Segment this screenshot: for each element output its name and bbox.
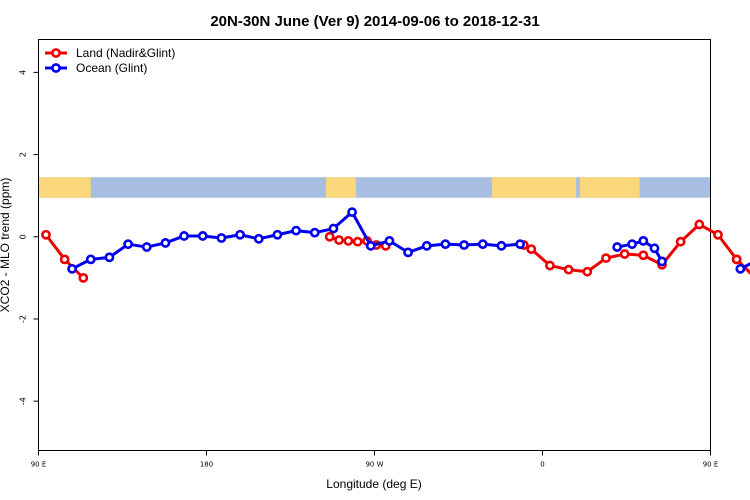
data-point [477,239,488,250]
data-point [365,240,376,251]
x-axis-label: Longitude (deg E) [326,477,421,491]
map-band [38,177,711,198]
legend-label: Ocean (Glint) [76,61,147,75]
chart-title: 20N-30N June (Ver 9) 2014-09-06 to 2018-… [210,13,539,30]
data-point [253,233,264,244]
map-land [492,177,577,198]
data-point [123,239,134,250]
data-point [496,240,507,251]
data-point [638,250,649,261]
x-tick-label: 90 W [365,461,383,469]
legend-label: Land (Nadir&Glint) [76,46,175,60]
data-point [657,256,667,267]
map-land [38,177,91,198]
data-point [291,225,301,236]
data-point [713,229,723,240]
data-point [216,233,227,243]
data-point [735,263,746,274]
legend-swatch-marker [51,63,61,73]
data-point [649,243,660,254]
data-point [160,238,171,248]
data-point [334,235,344,245]
data-point [272,229,283,240]
data-point [352,236,363,247]
data-point [731,254,742,265]
y-tick-label: 4 [19,70,28,75]
data-point [638,235,649,246]
data-point [328,223,339,234]
data-point [343,235,354,246]
data-point [612,242,623,252]
data-point [179,231,189,241]
y-axis: -4 -2 0 2 4 [19,70,39,405]
data-point [324,231,335,242]
series-layer [41,207,750,283]
data-point [78,272,89,283]
data-point [347,207,357,218]
data-point [67,263,77,274]
y-tick-label: 2 [19,152,28,157]
data-point [627,239,637,250]
data-point [235,229,245,240]
y-tick-label: 0 [19,234,28,239]
data-point [104,252,115,263]
data-point [675,236,686,247]
map-land [579,177,640,198]
data-point [421,240,432,251]
data-point [515,239,525,250]
data-point [582,266,593,277]
data-point [59,254,70,265]
x-tick-label: 90 E [31,461,47,469]
series-ocean [67,207,750,274]
data-point [309,227,320,238]
x-axis: 90 E 180 90 W 0 90 E [31,450,719,469]
data-point [197,231,208,241]
data-point [694,219,705,230]
y-tick-label: -4 [19,397,28,405]
data-point [563,264,574,275]
legend: Land (Nadir&Glint)Ocean (Glint) [45,46,175,75]
map-land [325,177,356,198]
x-tick-label: 90 E [703,461,719,469]
data-point [41,229,51,240]
x-tick-label: 0 [540,461,544,469]
data-point [85,254,96,265]
data-point [601,253,611,264]
series-line [71,210,521,271]
data-point [384,235,395,246]
y-axis-label: XCO2 - MLO trend (ppm) [0,178,12,313]
data-point [440,239,451,250]
data-point [619,249,630,259]
data-point [403,247,413,258]
data-point [545,260,555,271]
data-point [141,242,152,252]
y-tick-label: -2 [19,315,28,323]
x-tick-label: 180 [200,461,213,469]
data-point [459,240,469,250]
data-point [526,244,537,255]
legend-swatch-marker [51,48,61,58]
